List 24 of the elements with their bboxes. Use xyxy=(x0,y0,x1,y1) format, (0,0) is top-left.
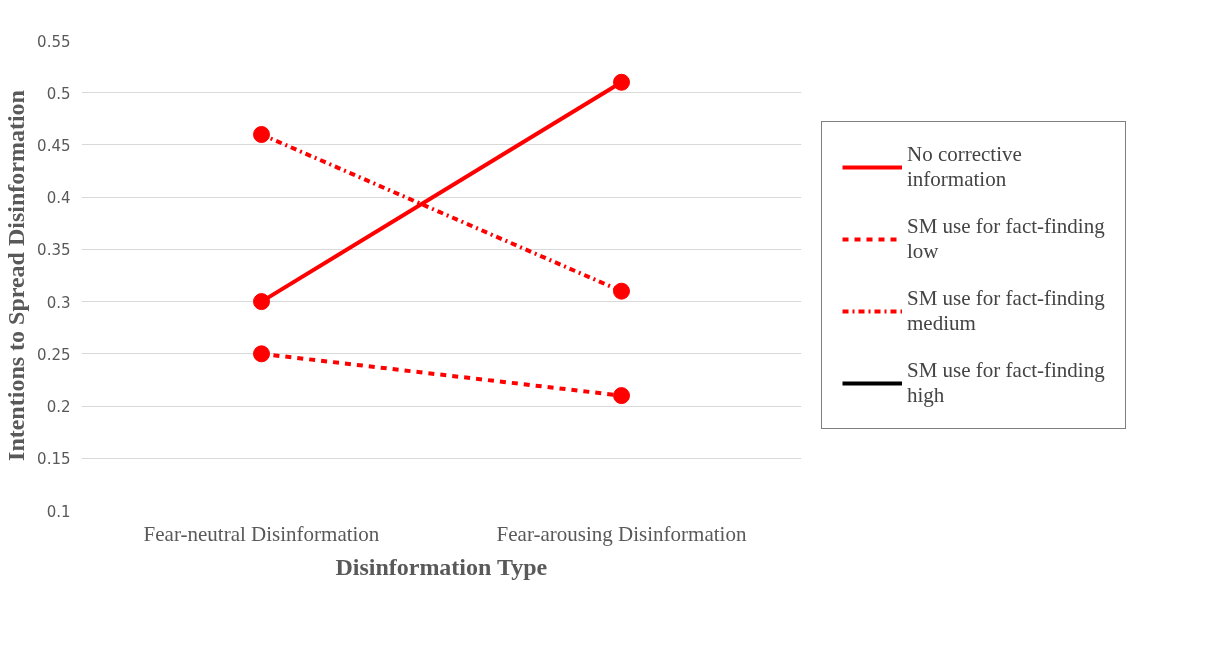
y-tick-label: 0.4 xyxy=(46,189,71,208)
y-tick-label: 0.15 xyxy=(37,450,71,469)
y-tick-label: 0.45 xyxy=(37,136,71,155)
y-tick-label: 0.1 xyxy=(46,502,71,521)
x-tick-label: Fear-arousing Disinformation xyxy=(496,521,747,546)
y-axis-title: Intentions to Spread Disinformation xyxy=(3,90,30,461)
point xyxy=(253,293,270,311)
point xyxy=(613,73,630,91)
y-tick-label: 0.35 xyxy=(37,241,71,260)
legend-label: SM use for fact-finding medium xyxy=(907,286,1105,336)
point xyxy=(253,345,270,363)
point xyxy=(253,126,270,143)
legend-label: No corrective information xyxy=(907,142,1022,192)
x-tick-label: Fear-neutral Disinformation xyxy=(143,521,380,546)
y-tick-label: 0.3 xyxy=(46,293,71,312)
y-tick-label: 0.25 xyxy=(37,345,71,364)
y-tick-label: 0.55 xyxy=(37,32,71,51)
y-tick-label: 0.2 xyxy=(46,398,71,417)
legend-label: SM use for fact-finding low xyxy=(907,214,1105,264)
point xyxy=(613,282,630,300)
y-tick-label: 0.5 xyxy=(46,84,71,103)
x-axis-title: Disinformation Type xyxy=(335,553,548,580)
legend-label: SM use for fact-finding high xyxy=(907,358,1105,408)
point xyxy=(613,387,630,405)
